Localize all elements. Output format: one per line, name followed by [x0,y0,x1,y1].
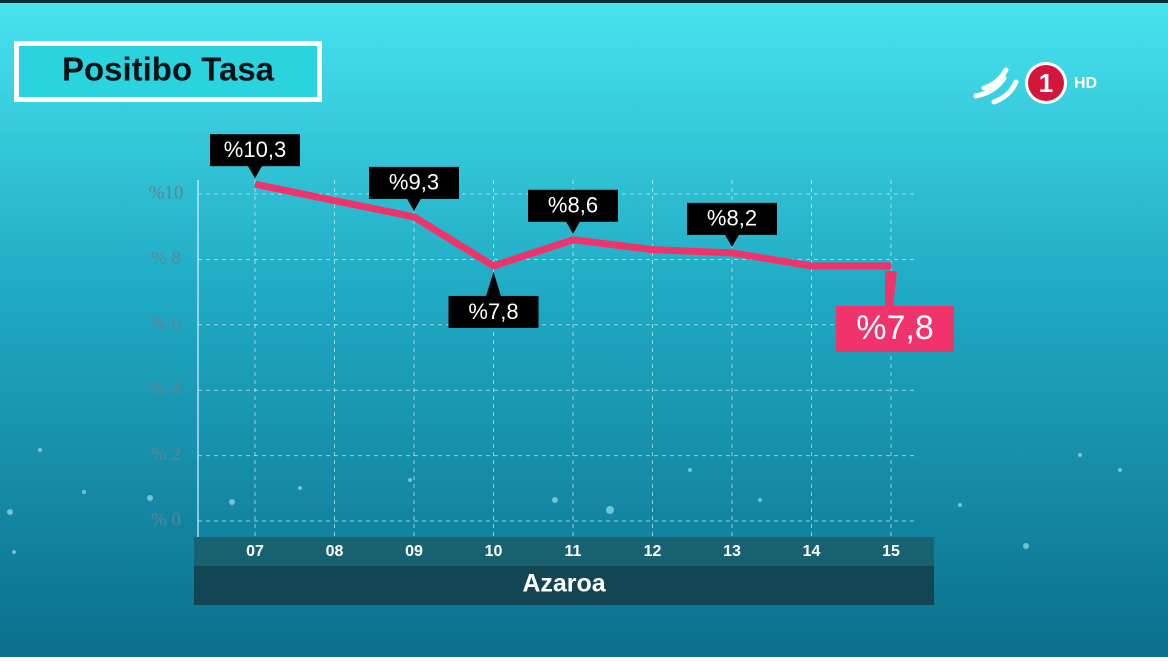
value-label-box [528,189,618,222]
x-tick-label: 07 [246,543,264,560]
x-tick-label: 15 [882,543,900,560]
value-label-pointer [247,164,263,179]
value-label-text: %7,8 [468,299,518,324]
x-axis-band [194,537,934,566]
title-box [19,46,317,97]
value-label-box [836,305,954,352]
x-tick-label: 08 [326,543,344,560]
value-label: %10,3 [210,134,300,179]
value-label-text: %8,6 [548,193,598,218]
value-label-box [369,166,459,199]
chart-title: Positibo Tasa [62,51,275,88]
value-label-box [448,295,539,328]
value-label: %7,8 [836,270,954,352]
y-tick-label: % 8 [151,248,181,269]
logo-swoosh [991,79,1019,105]
y-tick-label: % 4 [151,379,182,400]
value-label-box [210,134,300,167]
channel-logo: 1 HD [973,62,1097,105]
y-tick-label: % 0 [151,509,181,530]
y-tick-label: %10 [149,182,184,203]
value-label: %8,6 [528,189,618,234]
sparkles [7,448,1122,554]
x-tick-label: 11 [565,543,582,560]
x-label-band [194,566,934,605]
data-line [254,180,891,270]
logo-circle [1028,65,1064,101]
value-label: %8,2 [687,202,777,247]
value-label-text: %8,2 [707,206,757,231]
value-label-pointer [485,271,502,298]
value-label-box [687,202,777,235]
y-tick-label: % 2 [151,444,181,465]
value-label-pointer [724,232,740,247]
value-label-text: %7,8 [856,309,934,347]
x-tick-label: 09 [405,543,423,560]
logo-number: 1 [1039,68,1053,98]
x-tick-label: 14 [803,543,821,560]
logo-swoosh [981,67,1009,91]
value-label: %7,8 [448,271,539,328]
y-tick-label: % 6 [151,313,181,334]
logo-swoosh [973,75,1007,99]
plot: % 0 % 2 % 4 % 6 % 8 %10 07 08 09 10 11 12 13 14 15 %10,… [149,134,954,560]
value-label-text: %9,3 [389,170,439,195]
value-label-pointer [406,196,422,211]
top-edge [0,0,1168,3]
value-label: %9,3 [369,166,459,211]
x-tick-label: 10 [485,543,503,560]
x-tick-label: 12 [644,543,662,560]
x-tick-label: 13 [723,543,741,560]
value-label-pointer [885,270,897,306]
logo-label: HD [1074,75,1097,92]
value-label-pointer [565,219,581,234]
value-label-text: %10,3 [224,137,286,162]
x-axis-title: Azaroa [522,570,606,598]
